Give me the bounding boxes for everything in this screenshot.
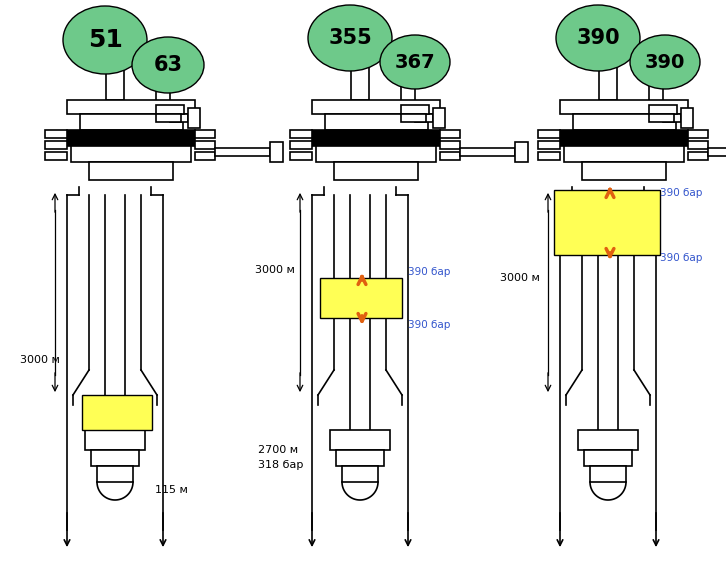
Bar: [156, 114, 181, 122]
Bar: [515, 142, 528, 162]
Bar: [215, 148, 270, 156]
Text: 390: 390: [645, 53, 685, 71]
Ellipse shape: [630, 35, 700, 89]
Bar: [564, 146, 684, 162]
Bar: [351, 25, 369, 100]
Bar: [560, 130, 688, 146]
Bar: [599, 25, 617, 100]
Bar: [156, 105, 184, 114]
Text: 3000 м: 3000 м: [500, 273, 540, 283]
Ellipse shape: [556, 5, 640, 71]
Text: 390 бар: 390 бар: [408, 267, 450, 277]
Bar: [45, 152, 67, 160]
Bar: [67, 130, 195, 146]
Bar: [156, 45, 170, 105]
Bar: [538, 130, 560, 138]
Bar: [663, 114, 681, 122]
Bar: [401, 45, 415, 105]
Bar: [82, 395, 152, 430]
Text: 390 бар: 390 бар: [660, 188, 702, 198]
Bar: [91, 450, 139, 466]
Bar: [334, 162, 418, 180]
Bar: [582, 162, 666, 180]
Bar: [290, 141, 312, 149]
Bar: [538, 141, 560, 149]
Text: 51: 51: [88, 28, 123, 52]
Bar: [649, 105, 677, 114]
Bar: [688, 152, 708, 160]
Bar: [415, 114, 433, 122]
Bar: [649, 114, 674, 122]
Ellipse shape: [308, 5, 392, 71]
Text: 355: 355: [328, 28, 372, 48]
Text: 318 бар: 318 бар: [258, 460, 303, 470]
Bar: [440, 141, 460, 149]
Bar: [578, 430, 638, 450]
Ellipse shape: [63, 6, 147, 74]
Bar: [336, 450, 384, 466]
Text: 3000 м: 3000 м: [20, 355, 60, 365]
Text: 115 м: 115 м: [155, 485, 188, 495]
Text: 367: 367: [395, 53, 436, 71]
Bar: [67, 100, 195, 114]
Bar: [195, 152, 215, 160]
Bar: [195, 130, 215, 138]
Bar: [312, 130, 440, 146]
Ellipse shape: [132, 37, 204, 93]
Bar: [85, 430, 145, 450]
Text: 63: 63: [153, 55, 182, 75]
Bar: [688, 141, 708, 149]
Bar: [330, 430, 390, 450]
Bar: [97, 466, 133, 482]
Bar: [195, 141, 215, 149]
Bar: [681, 108, 693, 128]
Bar: [401, 105, 429, 114]
Bar: [45, 141, 67, 149]
Bar: [649, 45, 663, 105]
Bar: [590, 466, 626, 482]
Bar: [290, 130, 312, 138]
Bar: [89, 162, 173, 180]
Text: 390: 390: [576, 28, 620, 48]
Bar: [460, 148, 515, 156]
Bar: [80, 114, 183, 130]
Bar: [325, 114, 428, 130]
Bar: [71, 146, 191, 162]
Bar: [270, 142, 283, 162]
Bar: [45, 130, 67, 138]
Bar: [554, 190, 660, 255]
Bar: [312, 100, 440, 114]
Text: 3000 м: 3000 м: [255, 265, 295, 275]
Bar: [401, 114, 425, 122]
Bar: [708, 148, 726, 156]
Bar: [342, 466, 378, 482]
Bar: [538, 152, 560, 160]
Text: 390 бар: 390 бар: [660, 253, 702, 263]
Text: 390 бар: 390 бар: [408, 320, 450, 330]
Bar: [170, 114, 188, 122]
Bar: [440, 152, 460, 160]
Bar: [188, 108, 200, 128]
Bar: [106, 25, 124, 100]
Bar: [316, 146, 436, 162]
Bar: [440, 130, 460, 138]
Bar: [560, 100, 688, 114]
Text: 2700 м: 2700 м: [258, 445, 298, 455]
Bar: [584, 450, 632, 466]
Bar: [688, 130, 708, 138]
Ellipse shape: [380, 35, 450, 89]
Bar: [320, 278, 402, 318]
Bar: [290, 152, 312, 160]
Bar: [433, 108, 445, 128]
Bar: [573, 114, 676, 130]
